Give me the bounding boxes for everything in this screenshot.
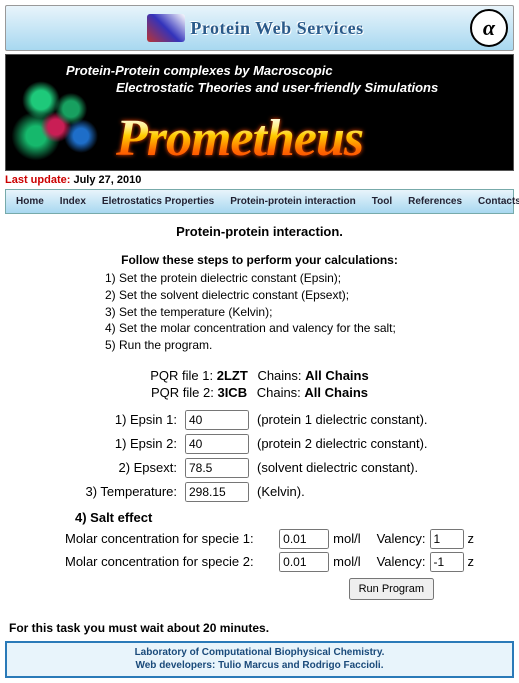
nav-contacts[interactable]: Contacts [470,194,519,209]
steps-list: 1) Set the protein dielectric constant (… [105,270,474,354]
last-update-date: July 27, 2010 [73,174,141,186]
last-update-label: Last update: [5,174,70,186]
footer-line1: Laboratory of Computational Biophysical … [7,646,512,660]
salt1-valency-label: Valency: [377,531,426,546]
pqr2-chains-label: Chains: [257,385,301,400]
pqr2-label: PQR file 2: [151,385,214,400]
temp-label: 3) Temperature: [45,484,181,499]
salt2-conc-input[interactable] [279,552,329,572]
epsin2-desc: (protein 2 dielectric constant). [257,436,428,451]
salt1-unit: mol/l [333,531,360,546]
epsin2-label: 1) Epsin 2: [45,436,181,451]
pqr-file-1-row: PQR file 1: 2LZT Chains: All Chains [45,368,474,383]
temp-input[interactable] [185,482,249,502]
nav-ppi[interactable]: Protein-protein interaction [222,194,364,209]
banner-line2: Electrostatic Theories and user-friendly… [116,80,438,97]
last-update: Last update: July 27, 2010 [5,174,514,186]
epsext-desc: (solvent dielectric constant). [257,460,418,475]
pqr-file-2-row: PQR file 2: 3ICB Chains: All Chains [45,385,474,400]
step-3: 3) Set the temperature (Kelvin); [105,304,474,321]
salt-header: 4) Salt effect [75,510,474,525]
step-1: 1) Set the protein dielectric constant (… [105,270,474,287]
salt-row-2: Molar concentration for specie 2: mol/l … [65,552,474,572]
nav-electrostatics[interactable]: Eletrostatics Properties [94,194,222,209]
epsin1-label: 1) Epsin 1: [45,412,181,427]
banner-line1: Protein-Protein complexes by Macroscopic [66,63,438,80]
epsin1-input[interactable] [185,410,249,430]
pqr2-chains: All Chains [304,385,368,400]
salt1-conc-input[interactable] [279,529,329,549]
pqr1-chains-label: Chains: [257,368,301,383]
param-epsin1: 1) Epsin 1: (protein 1 dielectric consta… [45,410,474,430]
epsext-input[interactable] [185,458,249,478]
salt1-z: z [468,531,475,546]
nav-references[interactable]: References [400,194,470,209]
salt2-z: z [468,554,475,569]
epsin2-input[interactable] [185,434,249,454]
nav-tool[interactable]: Tool [364,194,400,209]
banner: Protein-Protein complexes by Macroscopic… [5,54,514,171]
salt1-label: Molar concentration for specie 1: [65,531,275,546]
step-2: 2) Set the solvent dielectric constant (… [105,287,474,304]
pqr1-chains: All Chains [305,368,369,383]
nav-home[interactable]: Home [8,194,52,209]
run-program-button[interactable]: Run Program [349,578,434,600]
param-temp: 3) Temperature: (Kelvin). [45,482,474,502]
footer-line2: Web developers: Tulio Marcus and Rodrigo… [7,659,512,673]
run-row: Run Program [45,578,434,600]
top-bar: Protein Web Services α [5,5,514,51]
protein-logo-icon [147,14,185,42]
site-title: Protein Web Services [190,18,363,39]
salt2-unit: mol/l [333,554,360,569]
salt2-label: Molar concentration for specie 2: [65,554,275,569]
pqr1-value: 2LZT [217,368,248,383]
salt2-valency-label: Valency: [377,554,426,569]
nav-index[interactable]: Index [52,194,94,209]
brand-name: Prometheus [116,109,363,168]
nav-bar: Home Index Eletrostatics Properties Prot… [5,189,514,214]
pqr1-label: PQR file 1: [150,368,213,383]
epsin1-desc: (protein 1 dielectric constant). [257,412,428,427]
alpha-badge-icon: α [470,9,508,47]
epsext-label: 2) Epsext: [45,460,181,475]
temp-desc: (Kelvin). [257,484,305,499]
logo-area: Protein Web Services [147,14,363,42]
footer: Laboratory of Computational Biophysical … [5,641,514,678]
banner-tagline: Protein-Protein complexes by Macroscopic… [66,63,438,97]
page-title: Protein-protein interaction. [45,224,474,239]
step-5: 5) Run the program. [105,337,474,354]
content: Protein-protein interaction. Follow thes… [5,214,514,605]
salt2-valency-input[interactable] [430,552,464,572]
salt1-valency-input[interactable] [430,529,464,549]
salt-row-1: Molar concentration for specie 1: mol/l … [65,529,474,549]
steps-title: Follow these steps to perform your calcu… [45,253,474,267]
param-epsext: 2) Epsext: (solvent dielectric constant)… [45,458,474,478]
pqr2-value: 3ICB [217,385,247,400]
step-4: 4) Set the molar concentration and valen… [105,320,474,337]
param-epsin2: 1) Epsin 2: (protein 2 dielectric consta… [45,434,474,454]
